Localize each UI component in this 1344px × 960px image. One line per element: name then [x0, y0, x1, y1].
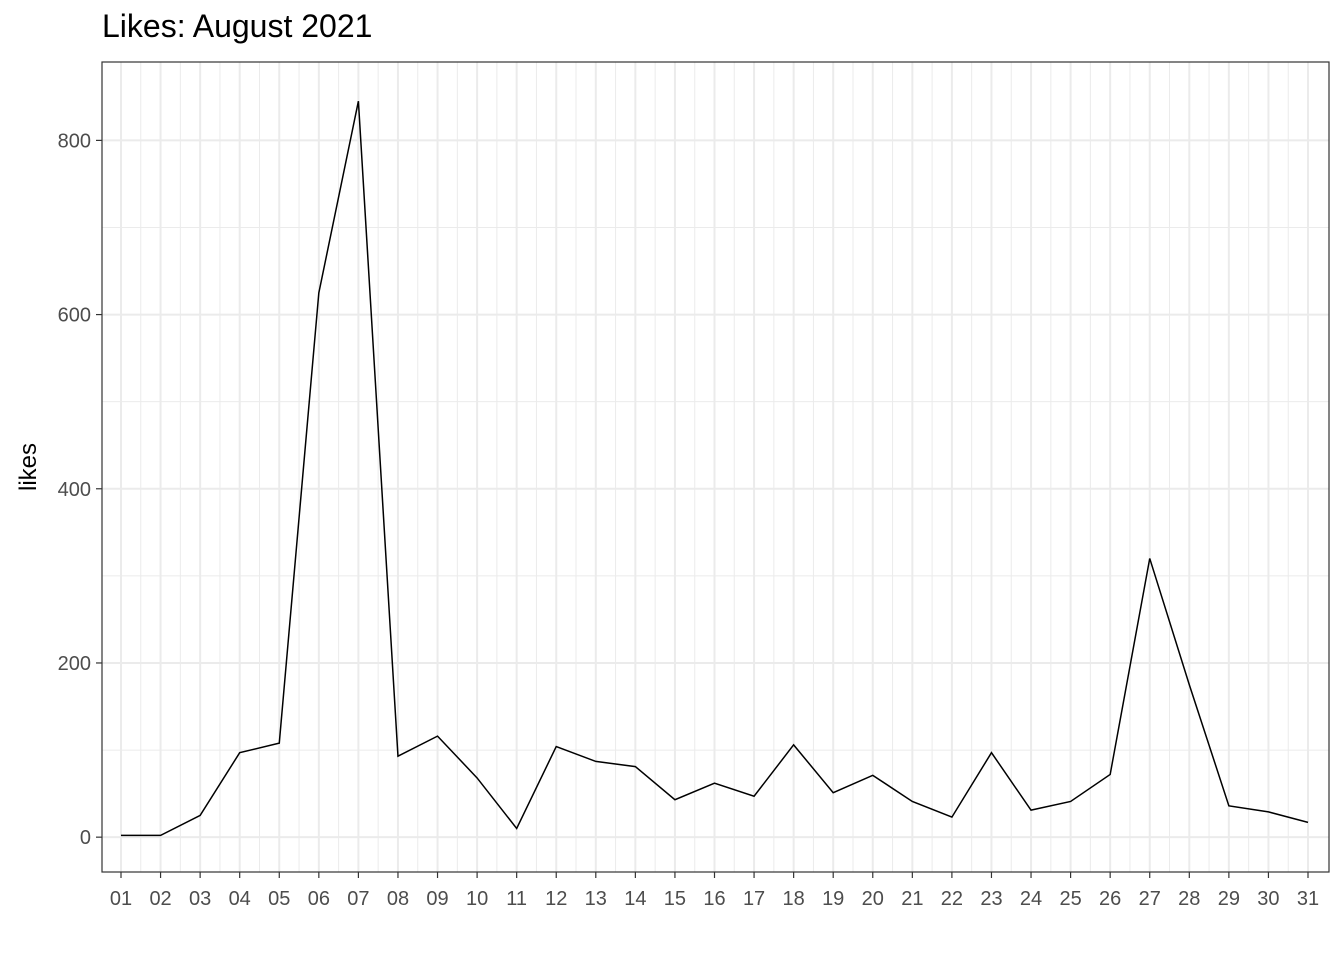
y-tick-label: 800: [58, 130, 91, 152]
x-tick-label: 23: [980, 888, 1002, 910]
x-tick-label: 02: [149, 888, 171, 910]
y-tick-label: 200: [58, 653, 91, 675]
x-tick-label: 20: [862, 888, 884, 910]
x-tick-label: 03: [189, 888, 211, 910]
x-tick-label: 18: [783, 888, 805, 910]
x-tick-label: 25: [1059, 888, 1081, 910]
x-tick-label: 05: [268, 888, 290, 910]
x-tick-label: 06: [308, 888, 330, 910]
x-tick-label: 17: [743, 888, 765, 910]
x-tick-label: 11: [506, 888, 527, 910]
x-tick-label: 16: [703, 888, 725, 910]
y-tick-label: 400: [58, 479, 91, 501]
series-line: [121, 101, 1309, 837]
chart-title: Likes: August 2021: [102, 8, 373, 44]
x-tick-label: 24: [1020, 888, 1042, 910]
x-tick-label: 09: [426, 888, 448, 910]
x-tick-label: 21: [901, 888, 923, 910]
x-tick-label: 10: [466, 888, 488, 910]
x-tick-label: 15: [664, 888, 686, 910]
y-axis: 0 200 400 600 800: [58, 130, 102, 849]
x-tick-label: 07: [347, 888, 369, 910]
x-tick-label: 29: [1218, 888, 1240, 910]
y-axis-title: likes: [15, 443, 42, 491]
x-tick-label: 14: [624, 888, 646, 910]
x-tick-label: 04: [229, 888, 251, 910]
x-tick-label: 27: [1139, 888, 1161, 910]
x-tick-label: 22: [941, 888, 963, 910]
x-tick-label: 30: [1257, 888, 1279, 910]
x-tick-label: 13: [585, 888, 607, 910]
x-tick-label: 08: [387, 888, 409, 910]
y-tick-label: 600: [58, 305, 91, 327]
x-axis: 01 02 03 04 05 06 07 08 09 10 11 12 13 14 15 16 17 18 19 20…: [110, 872, 1319, 910]
panel-border: [101, 61, 1330, 873]
x-tick-label: 01: [110, 888, 132, 910]
major-gridlines: [102, 62, 1329, 872]
x-tick-label: 19: [822, 888, 844, 910]
x-tick-label: 31: [1297, 888, 1319, 910]
x-tick-label: 28: [1178, 888, 1200, 910]
x-tick-label: 26: [1099, 888, 1121, 910]
x-tick-label: 12: [545, 888, 567, 910]
y-tick-label: 0: [80, 827, 91, 849]
